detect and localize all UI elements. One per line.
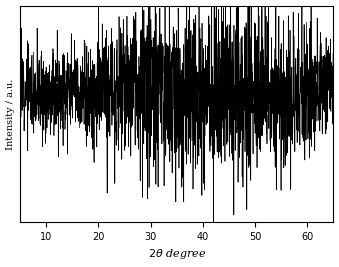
X-axis label: $2\theta$ degree: $2\theta$ degree xyxy=(148,248,206,261)
Y-axis label: Intensity / a.u.: Intensity / a.u. xyxy=(5,78,15,150)
